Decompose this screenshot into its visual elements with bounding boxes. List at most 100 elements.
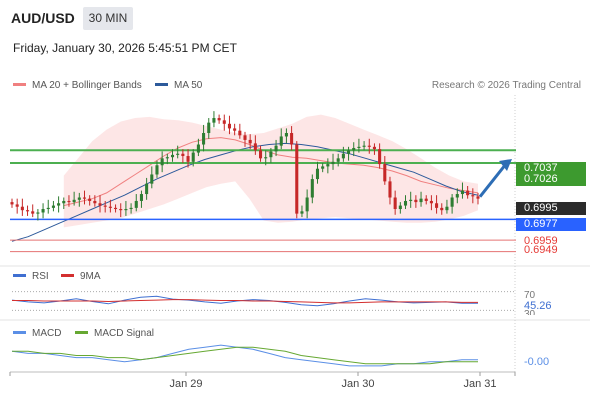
candle-body bbox=[108, 206, 112, 208]
candle-body bbox=[326, 164, 330, 167]
candle-body bbox=[207, 122, 211, 134]
candle-body bbox=[196, 144, 200, 153]
candle-body bbox=[264, 157, 268, 159]
candle-body bbox=[279, 136, 283, 146]
candle-body bbox=[238, 130, 242, 136]
candle-body bbox=[186, 156, 190, 162]
rsi-ma-line bbox=[12, 299, 478, 304]
legend-macd: MACD bbox=[13, 328, 61, 339]
candle-body bbox=[46, 207, 50, 210]
bollinger-band-area bbox=[63, 114, 479, 228]
candle-body bbox=[248, 139, 252, 144]
x-tick-label: Jan 31 bbox=[463, 378, 496, 390]
legend-swatch-macd bbox=[13, 330, 26, 334]
candle-body bbox=[269, 151, 273, 158]
x-tick-label: Jan 30 bbox=[341, 378, 374, 390]
candle-body bbox=[336, 158, 340, 162]
support-2-label: 0.6959 bbox=[524, 235, 558, 247]
candle-body bbox=[305, 197, 309, 212]
bollinger-layer bbox=[63, 114, 479, 228]
candle-body bbox=[57, 203, 61, 206]
candle-body bbox=[460, 190, 465, 195]
legend-label-macd: MACD bbox=[32, 328, 62, 339]
candle-body bbox=[124, 209, 128, 211]
legend-label-rsi-ma: 9MA bbox=[80, 271, 101, 282]
candle-body bbox=[341, 153, 345, 159]
legend-swatch-ma20 bbox=[13, 82, 26, 86]
grid-layer bbox=[0, 95, 590, 375]
symbol-title: AUD/USD bbox=[11, 10, 75, 26]
forecast-arrow-layer bbox=[478, 158, 512, 198]
candle-body bbox=[352, 147, 356, 151]
candle-body bbox=[445, 206, 449, 211]
candle-body bbox=[429, 200, 433, 204]
candle-body bbox=[403, 200, 408, 206]
candle-body bbox=[217, 118, 221, 121]
candle-body bbox=[227, 123, 232, 129]
rsi-level-70: 70 bbox=[524, 290, 536, 301]
resistance-2-tag: 0.7026 bbox=[516, 173, 586, 186]
legend-ma20-bb: MA 20 + Bollinger Bands bbox=[13, 80, 142, 91]
candle-body bbox=[409, 199, 413, 201]
candle-body bbox=[233, 128, 237, 131]
candle-body bbox=[331, 161, 335, 165]
candle-body bbox=[165, 157, 169, 159]
candle-body bbox=[471, 195, 475, 197]
candle-body bbox=[347, 150, 351, 154]
forecast-arrow-shaft bbox=[478, 163, 508, 198]
legend-macd-signal: MACD Signal bbox=[75, 328, 154, 339]
legend-swatch-macd-signal bbox=[75, 330, 88, 334]
candle-body bbox=[36, 212, 40, 214]
candle-body bbox=[20, 206, 24, 211]
candle-body bbox=[145, 183, 149, 195]
candle-body bbox=[253, 143, 257, 151]
candle-body bbox=[357, 146, 361, 148]
candle-body bbox=[398, 205, 402, 210]
candle-body bbox=[466, 190, 470, 196]
candle-body bbox=[77, 197, 81, 200]
candle-body bbox=[419, 198, 423, 203]
candle-body bbox=[51, 205, 55, 208]
candle-body bbox=[67, 200, 71, 203]
candles-layer bbox=[10, 111, 480, 221]
candle-body bbox=[72, 199, 76, 203]
candle-body bbox=[372, 146, 376, 150]
legend-swatch-ma50 bbox=[155, 82, 168, 86]
candle-body bbox=[88, 198, 92, 201]
credit-text: Research © 2026 Trading Central bbox=[431, 80, 581, 91]
candle-body bbox=[134, 200, 138, 208]
legend-swatch-rsi bbox=[13, 273, 26, 277]
candle-body bbox=[170, 154, 175, 158]
support-1-tag: 0.6977 bbox=[516, 218, 586, 231]
candle-body bbox=[119, 209, 123, 211]
candle-body bbox=[82, 197, 87, 199]
candle-body bbox=[191, 152, 195, 162]
candle-body bbox=[25, 210, 30, 212]
candle-body bbox=[315, 168, 320, 180]
candle-body bbox=[129, 207, 133, 210]
candle-body bbox=[202, 133, 206, 145]
candle-body bbox=[367, 145, 371, 147]
candle-body bbox=[31, 211, 35, 214]
candle-body bbox=[181, 153, 185, 157]
legend-label-macd-signal: MACD Signal bbox=[94, 328, 155, 339]
candle-body bbox=[114, 207, 118, 210]
candle-body bbox=[103, 205, 107, 207]
candle-body bbox=[290, 133, 294, 145]
timeframe-button[interactable]: 30 MIN bbox=[83, 7, 133, 30]
rsi-level-30: 30 bbox=[524, 309, 536, 315]
legend-swatch-rsi-ma bbox=[61, 273, 74, 277]
candle-body bbox=[300, 211, 304, 214]
candle-body bbox=[150, 174, 154, 184]
legend-label-ma50: MA 50 bbox=[174, 80, 203, 91]
candle-body bbox=[15, 204, 19, 207]
candle-body bbox=[476, 196, 480, 199]
macd-layer bbox=[11, 344, 478, 367]
candle-body bbox=[362, 145, 366, 147]
candle-body bbox=[41, 209, 45, 213]
candle-body bbox=[284, 133, 288, 137]
rsi-value: 45.26 bbox=[524, 300, 552, 312]
macd-value: -0.00 bbox=[524, 356, 550, 368]
datetime-label: Friday, January 30, 2026 5:45:51 PM CET bbox=[13, 41, 237, 55]
